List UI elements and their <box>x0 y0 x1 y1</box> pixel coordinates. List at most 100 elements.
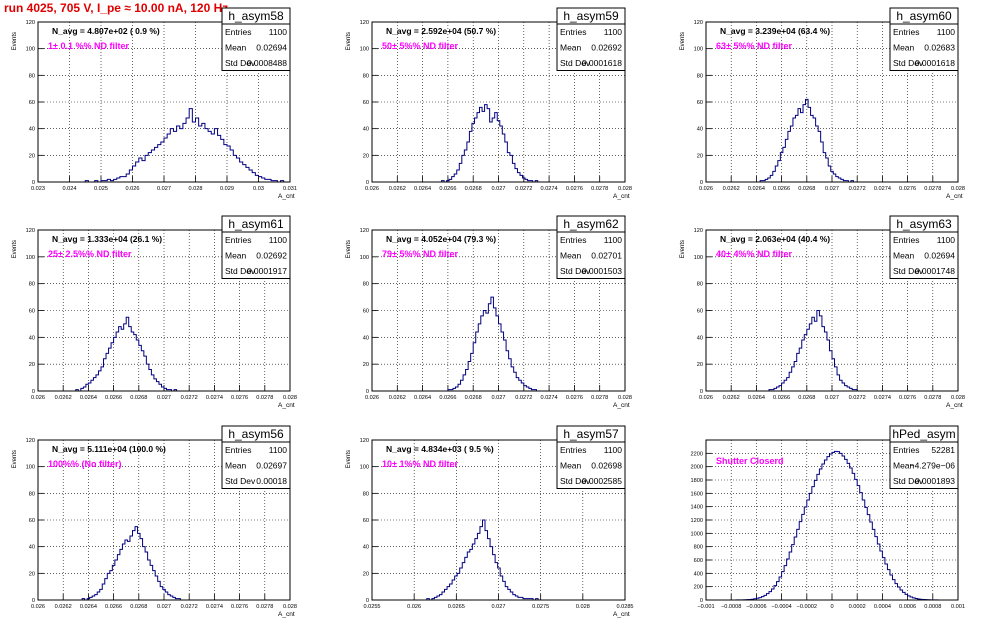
stats-key: Entries <box>225 445 251 455</box>
histogram-name: h_asym58 <box>228 9 284 23</box>
plot-frame <box>37 21 291 183</box>
stats-value: 0.02694 <box>924 251 955 261</box>
stats-box <box>221 7 291 71</box>
x-tick-label: 0.0266 <box>105 395 122 401</box>
y-axis-label: Events <box>346 450 352 468</box>
y-tick-label: 1000 <box>691 531 703 537</box>
y-tick-label: 20 <box>363 362 369 368</box>
filter-label: 25± 2.5%% ND filter <box>48 249 132 259</box>
stats-value: 0.02692 <box>591 43 622 53</box>
stats-key: Std Dev <box>560 58 591 68</box>
navg-label: N_avg = 2.592e+04 (50.7 %) <box>386 26 496 36</box>
x-tick-label: 0.0278 <box>591 186 608 192</box>
y-tick-label: 20 <box>29 571 35 577</box>
plot-frame <box>705 21 959 183</box>
y-tick-label: 0 <box>32 180 35 186</box>
filter-label: 50± 5%% ND filter <box>382 41 458 51</box>
navg-label: N_avg = 4.807e+02 ( 0.9 %) <box>52 26 160 36</box>
stats-box <box>889 425 959 489</box>
histogram-line <box>81 526 181 601</box>
y-tick-label: 400 <box>694 571 703 577</box>
x-tick-label: 0.027 <box>492 186 506 192</box>
y-tick-label: 2200 <box>691 451 703 457</box>
y-tick-label: 0 <box>700 598 703 604</box>
y-tick-label: 40 <box>363 127 369 133</box>
x-tick-label: 0.027 <box>492 395 506 401</box>
plot-frame <box>371 229 626 392</box>
navg-label: N_avg = 4.834e+03 ( 9.5 %) <box>386 444 494 454</box>
x-tick-label: 0.03 <box>253 186 264 192</box>
x-tick-label: 0.0278 <box>924 186 941 192</box>
x-tick-label: 0.0266 <box>773 186 790 192</box>
filter-label: 10± 1%% ND filter <box>382 459 458 469</box>
y-axis-label: Events <box>680 32 686 50</box>
filter-label: 79± 5%% ND filter <box>382 249 458 259</box>
stats-key: Entries <box>560 445 586 455</box>
y-tick-label: 80 <box>363 491 369 497</box>
x-tick-label: 0.0264 <box>748 395 765 401</box>
stats-value: 1100 <box>269 445 288 455</box>
histogram-panel-h_asym59: 0.026 0.0262 0.0264 0.0266 0.0268 0.027 0.0272… <box>346 7 632 200</box>
x-tick-label: 0.027 <box>157 604 171 610</box>
stats-box <box>889 215 959 279</box>
x-tick-label: 0.0262 <box>723 395 740 401</box>
histogram-line <box>75 316 178 392</box>
y-axis-label: Events <box>12 240 18 258</box>
histogram-name: h_asym60 <box>896 9 952 23</box>
x-tick-label: 0.0268 <box>465 395 482 401</box>
navg-label: N_avg = 5.111e+04 (100.0 %) <box>52 444 166 454</box>
x-tick-label: 0.0276 <box>566 186 583 192</box>
x-tick-label: 0.028 <box>951 395 965 401</box>
x-tick-label: 0.028 <box>576 604 590 610</box>
y-tick-label: 60 <box>29 100 35 106</box>
y-tick-label: 100 <box>26 47 35 53</box>
filter-label: Shutter Closerd <box>716 456 784 466</box>
x-tick-label: 0.0008 <box>924 604 941 610</box>
y-tick-label: 0 <box>366 180 369 186</box>
x-axis-label: A_cnt <box>613 402 630 409</box>
x-tick-label: 0.0264 <box>748 186 765 192</box>
stats-value: 0.0001748 <box>915 266 955 276</box>
filter-label: 63± 5%% ND filter <box>716 41 792 51</box>
x-tick-label: 0.0272 <box>181 395 198 401</box>
plot-frame <box>371 21 626 183</box>
y-tick-label: 100 <box>360 255 369 261</box>
stats-key: Entries <box>893 235 919 245</box>
stats-value: 0.0001503 <box>582 266 622 276</box>
x-tick-label: 0.0262 <box>723 186 740 192</box>
plot-frame <box>705 439 959 601</box>
histogram-panel-h_asym58: 0.023 0.024 0.025 0.026 0.027 0.028 0.029 0.03 0… <box>12 7 297 200</box>
x-tick-label: 0.028 <box>283 604 297 610</box>
y-tick-label: 100 <box>694 47 703 53</box>
stats-value: 1100 <box>269 27 288 37</box>
x-tick-label: 0.0274 <box>541 395 558 401</box>
x-tick-label: −0.0008 <box>721 604 741 610</box>
y-tick-label: 100 <box>26 465 35 471</box>
x-tick-label: 0.0266 <box>439 186 456 192</box>
filter-label: 1± 0.1 %% ND filter <box>48 41 129 51</box>
stats-value: 0.0001618 <box>915 58 955 68</box>
y-tick-label: 80 <box>29 73 35 79</box>
x-axis-label: A_cnt <box>613 193 630 200</box>
x-tick-label: 0.028 <box>951 186 965 192</box>
y-tick-label: 40 <box>29 335 35 341</box>
x-tick-label: 0.0266 <box>105 604 122 610</box>
x-tick-label: 0.026 <box>126 186 140 192</box>
stats-key: Std Dev <box>225 266 256 276</box>
stats-key: Std Dev <box>560 476 591 486</box>
stats-key: Entries <box>225 235 251 245</box>
y-tick-label: 120 <box>26 20 35 26</box>
y-axis-label: Events <box>680 240 686 258</box>
y-tick-label: 20 <box>697 153 703 159</box>
y-tick-label: 1600 <box>691 491 703 497</box>
x-tick-label: 0.026 <box>699 395 713 401</box>
stats-value: 0.0001618 <box>582 58 622 68</box>
histogram-name: hPed_asym <box>892 427 955 441</box>
x-axis-label: A_cnt <box>613 611 630 618</box>
x-tick-label: 0.0268 <box>130 395 147 401</box>
x-tick-label: 0.0264 <box>414 186 431 192</box>
plot-frame <box>705 229 959 392</box>
y-axis-label: Events <box>346 32 352 50</box>
histogram-line <box>84 108 285 183</box>
y-tick-label: 1800 <box>691 478 703 484</box>
